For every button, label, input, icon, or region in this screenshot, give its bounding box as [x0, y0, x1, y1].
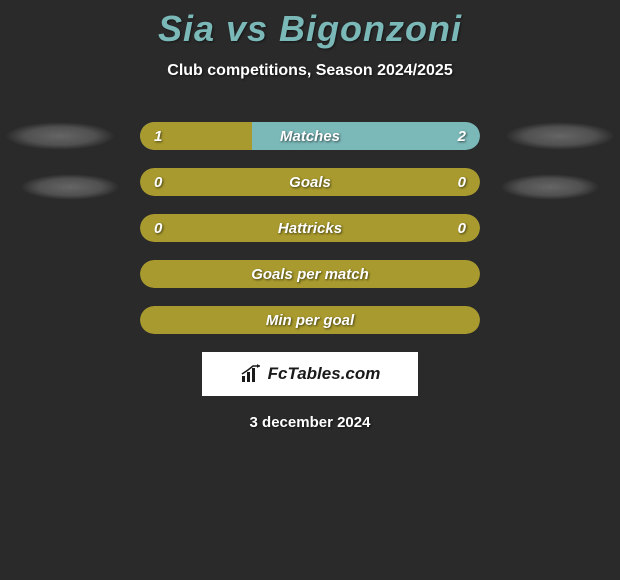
date-label: 3 december 2024	[0, 414, 620, 431]
stat-label: Goals per match	[251, 266, 369, 283]
stat-row: Min per goal	[140, 306, 480, 334]
stat-label: Min per goal	[266, 312, 354, 329]
brand-text: FcTables.com	[268, 364, 381, 384]
player-shadow-left	[5, 122, 115, 150]
stat-label: Hattricks	[278, 220, 342, 237]
stat-row: 0 0 Hattricks	[140, 214, 480, 242]
brand-badge[interactable]: FcTables.com	[202, 352, 418, 396]
stat-row: 1 2 Matches	[140, 122, 480, 150]
stat-value-right: 0	[458, 174, 466, 191]
player-shadow-right	[500, 174, 600, 200]
player-shadow-left	[20, 174, 120, 200]
stats-container: 1 2 Matches 0 0 Goals 0 0 Hattricks Goals per mat…	[0, 122, 620, 334]
stat-value-right: 2	[458, 128, 466, 145]
stat-value-right: 0	[458, 220, 466, 237]
chart-icon	[240, 364, 264, 384]
stat-value-left: 1	[154, 128, 162, 145]
stat-row: 0 0 Goals	[140, 168, 480, 196]
stat-label: Matches	[280, 128, 340, 145]
stat-value-left: 0	[154, 220, 162, 237]
stat-value-left: 0	[154, 174, 162, 191]
stat-row: Goals per match	[140, 260, 480, 288]
comparison-subtitle: Club competitions, Season 2024/2025	[0, 62, 620, 80]
stat-label: Goals	[289, 174, 331, 191]
player-shadow-right	[505, 122, 615, 150]
comparison-title: Sia vs Bigonzoni	[0, 0, 620, 50]
